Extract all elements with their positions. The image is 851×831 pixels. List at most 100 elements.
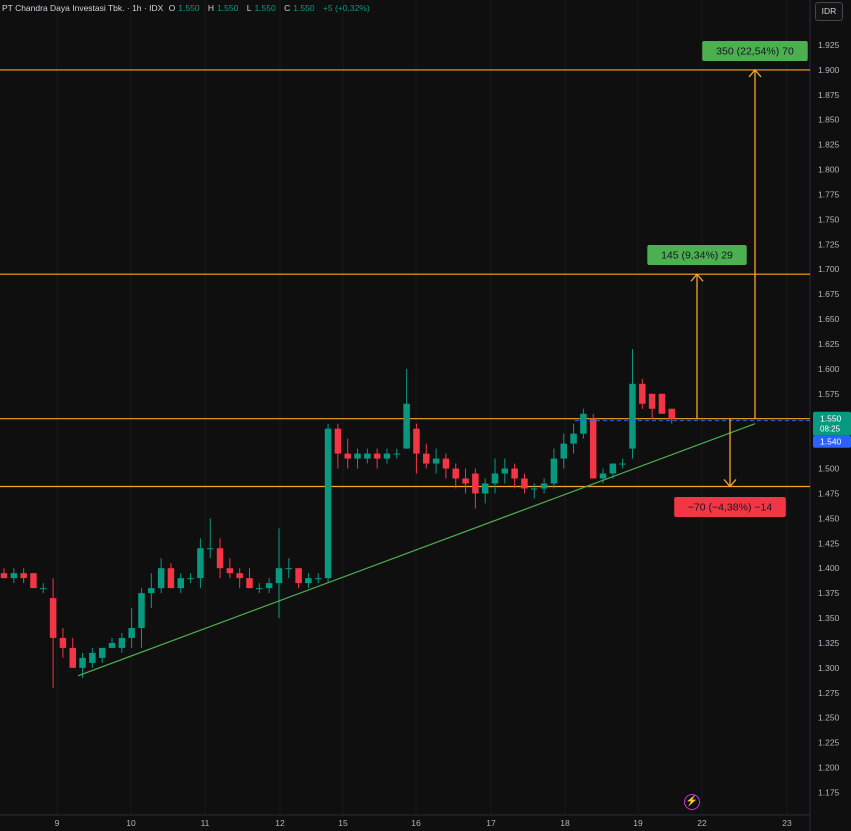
high-number: 1.550 [217,3,239,13]
chart-header: PT Chandra Daya Investasi Tbk. · 1h · ID… [2,3,373,13]
candle-body [531,488,538,490]
y-tick-label: 1.325 [818,638,840,648]
candle-body [314,578,322,580]
x-tick-label: 12 [275,818,285,828]
measure-arrow-down-head [723,479,737,488]
y-tick-label: 1.925 [818,40,840,50]
x-tick-label: 16 [411,818,421,828]
y-tick-label: 1.300 [818,663,840,673]
y-tick-label: 1.650 [818,314,840,324]
candle-body [157,568,165,589]
measure-label-large-bg [702,41,808,61]
candle-body [334,428,342,454]
candle-body [589,418,597,479]
candle-body [609,463,617,474]
candle-body [167,568,175,589]
y-tick-label: 1.425 [818,538,840,548]
x-tick-label: 19 [633,818,643,828]
candle-body [560,443,567,459]
current-price-value: 1.550 [820,414,842,424]
candle-body [108,642,116,648]
candle-body [128,627,135,638]
open-label: O [168,3,176,13]
y-tick-label: 1.475 [818,488,840,498]
y-tick-label: 1.275 [818,688,840,698]
y-tick-label: 1.850 [818,115,840,125]
close-label: C [284,3,291,13]
candle-body [187,578,194,580]
candle-body [118,637,126,648]
x-tick-label: 18 [560,818,570,828]
y-tick-label: 1.575 [818,389,840,399]
candle-body [0,573,8,579]
candle-body [648,393,656,409]
high-label: H [207,3,215,13]
lightning-icon[interactable]: ⚡ [684,794,700,810]
x-tick-label: 10 [126,818,136,828]
candle-body [501,468,509,474]
countdown-value: 08:25 [820,425,841,434]
candle-body [197,548,204,579]
candle-body [423,453,430,464]
candle-body [550,458,558,484]
y-tick-label: 1.500 [818,464,840,474]
candle-body [40,588,47,590]
measure-label-large: 350 (22,54%) 70 [716,46,794,58]
candle-body [275,568,283,584]
candle-body [305,578,312,584]
change-value: +5 (+0,32%) [322,3,370,13]
current-price-tag [813,411,851,436]
candle-body [30,573,37,589]
close-number: 1.550 [293,3,315,13]
x-tick-label: 23 [782,818,792,828]
y-tick-label: 1.175 [818,787,840,797]
currency-button[interactable]: IDR [815,2,843,21]
candle-body [59,637,67,648]
x-tick-label: 17 [486,818,496,828]
candle-body [364,453,371,459]
y-tick-label: 1.825 [818,140,840,150]
candle-body [432,458,440,464]
candle-body [472,473,479,494]
candle-body [639,383,646,404]
candle-body [265,583,273,589]
y-tick-label: 1.750 [818,214,840,224]
candle-body [580,413,587,434]
y-tick-label: 1.675 [818,289,840,299]
open-value: O 1.550 [169,3,203,13]
y-tick-label: 1.600 [818,364,840,374]
y-tick-label: 1.725 [818,239,840,249]
y-tick-label: 1.450 [818,513,840,523]
low-label: L [246,3,252,13]
x-tick-label: 11 [201,818,210,828]
candle-body [452,468,459,479]
candle-body [79,657,86,668]
candle-body [658,393,666,414]
measure-label-small: 145 (9,34%) 29 [661,250,733,262]
measure-arrow-up-large-head [748,68,762,78]
candle-body [344,453,351,459]
candle-body [373,453,381,459]
y-tick-label: 1.700 [818,264,840,274]
high-value: H 1.550 [208,3,241,13]
y-tick-label: 1.200 [818,763,840,773]
candle-body [236,573,243,579]
candle-body [619,463,626,465]
trend-line [77,423,756,677]
low-number: 1.550 [254,3,276,13]
symbol-title: PT Chandra Daya Investasi Tbk. · 1h · ID… [2,3,164,13]
candle-body [177,578,185,589]
bid-price-value: 1.540 [820,437,842,447]
low-value: L 1.550 [247,3,279,13]
candle-body [295,568,302,584]
candle-body [138,593,145,628]
y-tick-label: 1.375 [818,588,840,598]
candle-body [491,473,499,484]
candle-body [540,483,548,489]
y-tick-label: 1.250 [818,713,840,723]
candle-body [354,453,361,459]
candle-body [148,588,155,594]
candle-body [206,548,214,550]
